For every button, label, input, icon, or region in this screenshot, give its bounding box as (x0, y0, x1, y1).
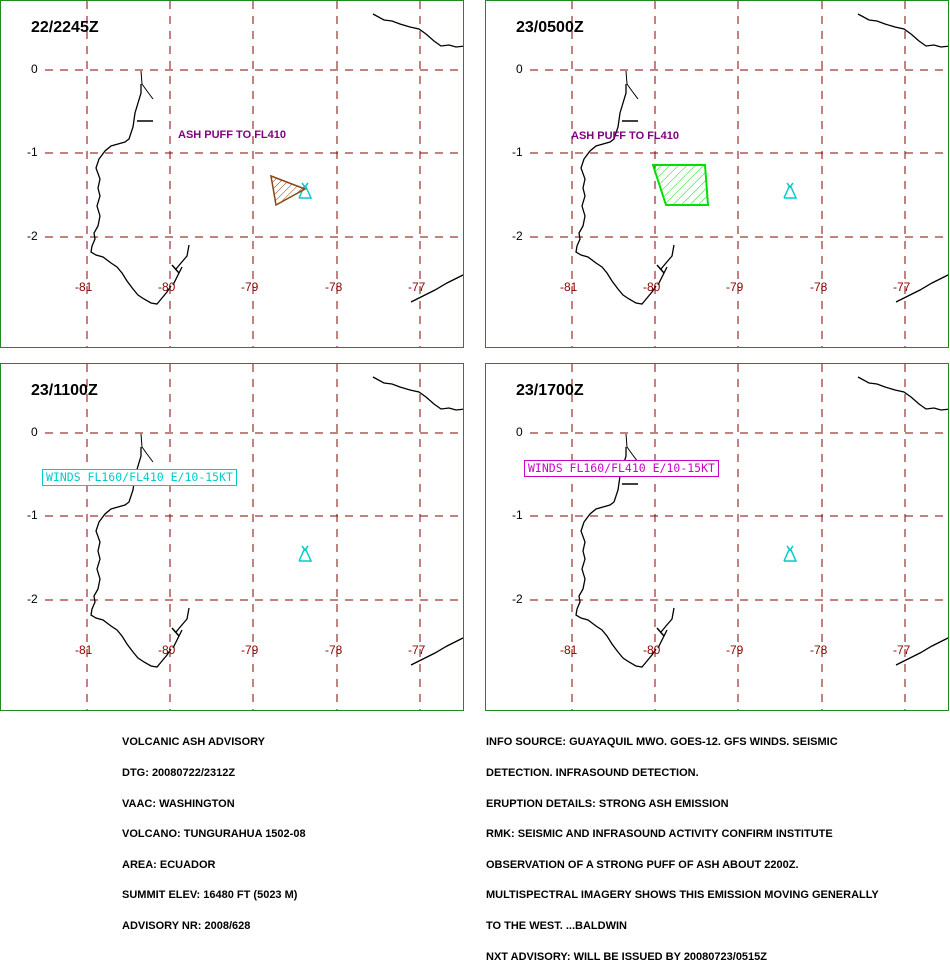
ash-annotation: ASH PUFF TO FL410 (571, 130, 679, 142)
advisory-line: TO THE WEST. ...BALDWIN (486, 919, 627, 932)
coastline (172, 266, 183, 286)
lon-label: -81 (560, 643, 578, 657)
lon-label: -81 (560, 280, 578, 294)
lat-label: 0 (516, 425, 523, 439)
lat-label: 0 (516, 62, 523, 76)
advisory-line: VOLCANO: TUNGURAHUA 1502-08 (122, 828, 306, 841)
volcano-icon (783, 545, 798, 562)
coastline (657, 629, 668, 649)
coastline (857, 376, 948, 411)
coastline (657, 266, 668, 286)
lon-label: -80 (158, 280, 176, 294)
advisory-line: AREA: ECUADOR (122, 858, 216, 871)
coastline (660, 607, 675, 633)
advisory-line: SUMMIT ELEV: 16480 FT (5023 M) (122, 889, 298, 902)
advisory-line: VOLCANIC ASH ADVISORY (122, 736, 266, 749)
map-canvas (530, 1, 948, 347)
lat-label: -1 (512, 508, 523, 522)
advisory-line: NXT ADVISORY: WILL BE ISSUED BY 20080723… (486, 950, 768, 963)
lat-label: -1 (27, 508, 38, 522)
panel-time: 23/1100Z (31, 382, 98, 399)
lat-label: -2 (27, 229, 38, 243)
ash-cloud-forecast (651, 164, 710, 206)
panel-time: 23/1700Z (516, 382, 584, 399)
border-line (140, 70, 154, 100)
border-line (625, 70, 639, 100)
border-line (171, 264, 180, 274)
coastline (895, 637, 948, 666)
coastline (660, 244, 675, 270)
advisory-line: RMK: SEISMIC AND INFRASOUND ACTIVITY CON… (486, 828, 833, 841)
lon-label: -79 (726, 643, 744, 657)
lon-label: -77 (408, 643, 426, 657)
lon-label: -79 (241, 643, 259, 657)
panel-time: 22/2245Z (31, 19, 99, 36)
lon-label: -78 (810, 280, 828, 294)
border-line (171, 627, 180, 637)
map-panel-4: 23/1700Z WINDS FL160/FL410 E/10-15KT 0 -1… (485, 363, 949, 711)
coastline (175, 607, 190, 633)
coastline (857, 13, 948, 48)
coastline (410, 637, 463, 666)
border-line (656, 627, 665, 637)
coastline (90, 84, 172, 305)
border-line (140, 433, 154, 463)
map-canvas (530, 364, 948, 710)
map-canvas (45, 1, 463, 347)
volcano-icon (783, 182, 798, 199)
advisory-line: ERUPTION DETAILS: STRONG ASH EMISSION (486, 797, 729, 810)
advisory-line: OBSERVATION OF A STRONG PUFF OF ASH ABOU… (486, 858, 799, 871)
advisory-line: ADVISORY NR: 2008/628 (122, 919, 251, 932)
lon-label: -78 (325, 280, 343, 294)
lon-label: -78 (325, 643, 343, 657)
coastline (172, 629, 183, 649)
panel-time: 23/0500Z (516, 19, 584, 36)
lon-label: -80 (643, 643, 661, 657)
lat-label: -2 (512, 229, 523, 243)
lat-label: 0 (31, 425, 38, 439)
coastline (895, 274, 948, 303)
winds-box: WINDS FL160/FL410 E/10-15KT (42, 469, 237, 486)
lon-label: -80 (158, 643, 176, 657)
ash-annotation: ASH PUFF TO FL410 (178, 129, 286, 141)
coastline (575, 447, 657, 668)
lon-label: -78 (810, 643, 828, 657)
border-line (625, 433, 639, 463)
lat-label: 0 (31, 62, 38, 76)
lat-label: -1 (27, 145, 38, 159)
advisory-line: DETECTION. INFRASOUND DETECTION. (486, 767, 699, 779)
coastline (90, 447, 172, 668)
volcano-icon (298, 545, 313, 562)
lon-label: -81 (75, 280, 93, 294)
coastline (575, 84, 657, 305)
map-panel-1: 22/2245Z ASH PUFF TO FL410 0 -1 -2 -81 -80 -7… (0, 0, 464, 348)
ash-cloud-observed (270, 174, 307, 207)
lon-label: -81 (75, 643, 93, 657)
coastline (175, 244, 190, 270)
lon-label: -79 (726, 280, 744, 294)
advisory-left: VOLCANIC ASH ADVISORY DTG: 20080722/2312… (122, 717, 306, 941)
advisory-line: DTG: 20080722/2312Z (122, 767, 236, 779)
coastline (372, 13, 463, 48)
map-panel-3: 23/1100Z WINDS FL160/FL410 E/10-15KT 0 -1… (0, 363, 464, 711)
border-line (656, 264, 665, 274)
map-panel-2: 23/0500Z ASH PUFF TO FL410 0 -1 -2 -81 -80 -7… (485, 0, 949, 348)
advisory-line: INFO SOURCE: GUAYAQUIL MWO. GOES-12. GFS… (486, 736, 838, 749)
lat-label: -2 (27, 592, 38, 606)
lon-label: -79 (241, 280, 259, 294)
advisory-line: VAAC: WASHINGTON (122, 797, 235, 810)
lon-label: -77 (893, 643, 911, 657)
lon-label: -80 (643, 280, 661, 294)
lat-label: -1 (512, 145, 523, 159)
coastline (372, 376, 463, 411)
winds-box: WINDS FL160/FL410 E/10-15KT (524, 460, 719, 477)
lat-label: -2 (512, 592, 523, 606)
advisory-right: INFO SOURCE: GUAYAQUIL MWO. GOES-12. GFS… (486, 717, 879, 972)
advisory-line: MULTISPECTRAL IMAGERY SHOWS THIS EMISSIO… (486, 889, 879, 902)
coastline (410, 274, 463, 303)
map-canvas (45, 364, 463, 710)
lon-label: -77 (408, 280, 426, 294)
lon-label: -77 (893, 280, 911, 294)
